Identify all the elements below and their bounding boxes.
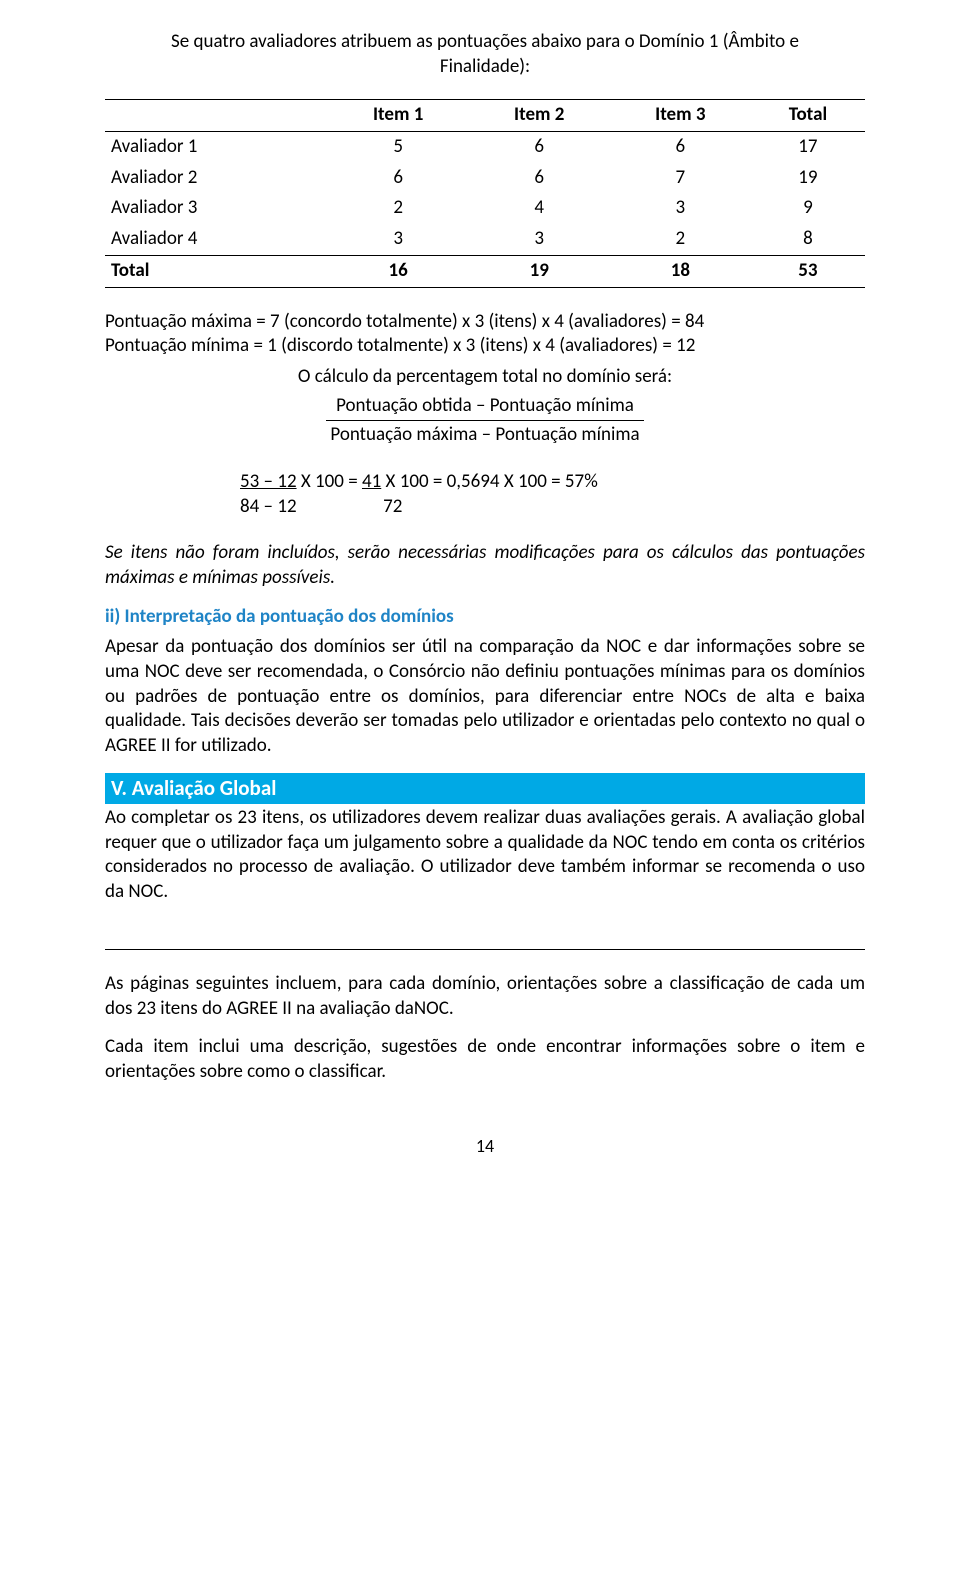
example-calc: 53 – 12 X 100 = 41 X 100 = 0,5694 X 100 … xyxy=(240,470,865,519)
table-row: Avaliador 2 6 6 7 19 xyxy=(105,163,865,194)
table-row: Avaliador 4 3 3 2 8 xyxy=(105,224,865,255)
intro-line-2: Finalidade): xyxy=(105,55,865,80)
heading-ii: ii) Interpretação da pontuação dos domín… xyxy=(105,605,865,630)
th-item3: Item 3 xyxy=(610,100,751,132)
example-num1: 53 – 12 xyxy=(240,470,297,493)
table-row: Avaliador 3 2 4 3 9 xyxy=(105,193,865,224)
intro-line-1: Se quatro avaliadores atribuem as pontua… xyxy=(105,30,865,55)
scores-table: Item 1 Item 2 Item 3 Total Avaliador 1 5… xyxy=(105,99,865,287)
page-number: 14 xyxy=(105,1135,865,1158)
section-v-header: V. Avaliação Global xyxy=(105,773,865,804)
fraction-denominator: Pontuação máxima – Pontuação mínima xyxy=(326,421,643,448)
calc-min-line: Pontuação mínima = 1 (discordo totalment… xyxy=(105,334,865,359)
para-v: Ao completar os 23 itens, os utilizadore… xyxy=(105,806,865,905)
th-total: Total xyxy=(751,100,865,132)
para-after-2: Cada item inclui uma descrição, sugestõe… xyxy=(105,1035,865,1084)
intro-block: Se quatro avaliadores atribuem as pontua… xyxy=(105,30,865,79)
para-after-1: As páginas seguintes incluem, para cada … xyxy=(105,972,865,1021)
table-row: Avaliador 1 5 6 6 17 xyxy=(105,132,865,163)
example-den1: 84 – 12 xyxy=(240,495,297,518)
th-blank xyxy=(105,100,328,132)
para-ii: Apesar da pontuação dos domínios ser úti… xyxy=(105,635,865,758)
italic-note: Se itens não foram incluídos, serão nece… xyxy=(105,541,865,590)
th-item2: Item 2 xyxy=(469,100,610,132)
table-total-row: Total 16 19 18 53 xyxy=(105,255,865,287)
calc-max-line: Pontuação máxima = 7 (concordo totalment… xyxy=(105,310,865,335)
th-item1: Item 1 xyxy=(328,100,469,132)
fraction-formula: Pontuação obtida – Pontuação mínima Pont… xyxy=(105,390,865,448)
fraction-numerator: Pontuação obtida – Pontuação mínima xyxy=(326,394,643,422)
example-num2: 41 xyxy=(362,470,381,493)
example-den2: 72 xyxy=(383,495,402,518)
calc-pct-label: O cálculo da percentagem total no domíni… xyxy=(105,365,865,390)
